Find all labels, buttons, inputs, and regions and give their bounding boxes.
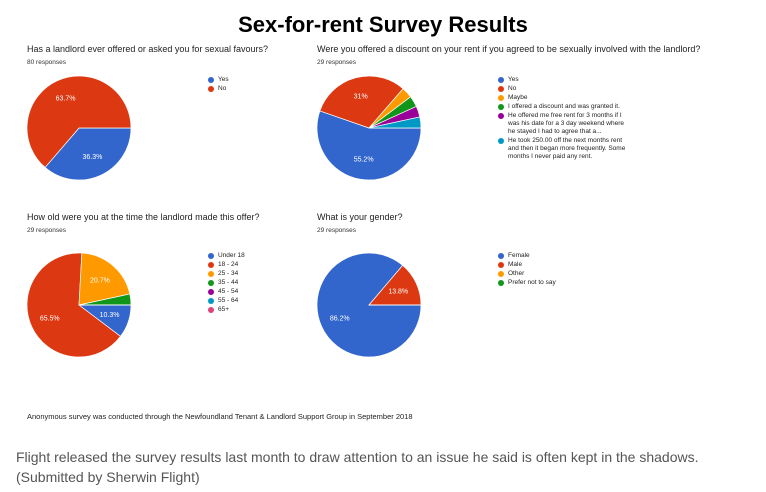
legend-label: No: [508, 85, 517, 92]
legend-label: 55 - 64: [218, 297, 239, 304]
caption: Flight released the survey results last …: [16, 449, 699, 485]
response-count: 80 responses: [27, 59, 67, 66]
legend: Under 18 18 - 24 25 - 34 35 - 44 45 - 54 55 -…: [208, 252, 343, 315]
legend-label: 65+: [218, 306, 230, 313]
legend-item: Maybe: [498, 94, 633, 102]
legend-swatch: [208, 86, 214, 92]
charts: 36.3% 63.7% 55.2% 31% 10.3% 65.5% 20.7% 86.2% 13…: [26, 75, 422, 358]
pie-slice: [26, 75, 132, 168]
legend: Female Male Other Prefer not to say: [498, 252, 633, 288]
legend-label: 18 - 24: [218, 261, 239, 268]
legend-label: 45 - 54: [218, 288, 239, 295]
legend-swatch: [498, 113, 504, 119]
slice-label: 13.8%: [388, 288, 408, 295]
pie-slice: [319, 75, 404, 129]
slice-label: 36.3%: [83, 154, 103, 161]
legend-swatch: [208, 253, 214, 259]
legend-label: He took 250.00 off the next months rent …: [508, 137, 626, 160]
legend-label: 35 - 44: [218, 279, 239, 286]
legend-label: I offered a discount and was granted it.: [508, 103, 620, 110]
legend-label: No: [218, 85, 227, 92]
legend-swatch: [498, 271, 504, 277]
legend-swatch: [208, 77, 214, 83]
legend-swatch: [498, 95, 504, 101]
legend-swatch: [498, 104, 504, 110]
slice-label: 10.3%: [100, 312, 120, 319]
legend-item: 55 - 64: [208, 297, 343, 305]
legend-item: He offered me free rent for 3 months if …: [498, 112, 633, 136]
legend-label: Maybe: [508, 94, 528, 101]
legend-label: Other: [508, 270, 525, 277]
slice-label: 20.7%: [90, 277, 110, 284]
legend-item: No: [498, 85, 633, 93]
legend-item: I offered a discount and was granted it.: [498, 103, 633, 111]
slice-label: 63.7%: [56, 96, 76, 103]
legend-item: Female: [498, 252, 633, 260]
legend-swatch: [208, 298, 214, 304]
question: How old were you at the time the landlor…: [27, 212, 260, 222]
legend-label: Male: [508, 261, 523, 268]
response-count: 29 responses: [317, 227, 357, 234]
response-count: 29 responses: [317, 59, 357, 66]
slice-label: 55.2%: [354, 157, 374, 164]
legend-swatch: [208, 280, 214, 286]
pie-slice: [368, 116, 422, 129]
legend: Yes No: [208, 76, 343, 94]
page-title: Sex-for-rent Survey Results: [238, 12, 528, 37]
legend-item: 35 - 44: [208, 279, 343, 287]
legend-label: He offered me free rent for 3 months if …: [508, 112, 624, 135]
legend-item: Yes: [498, 76, 633, 84]
legend-label: Under 18: [218, 252, 245, 259]
slice-label: 86.2%: [330, 315, 350, 322]
slice-label: 31%: [354, 94, 368, 101]
legend-item: 18 - 24: [208, 261, 343, 269]
legend-label: Female: [508, 252, 530, 259]
slice-label: 65.5%: [40, 315, 60, 322]
legend-item: He took 250.00 off the next months rent …: [498, 137, 633, 161]
legend-item: 25 - 34: [208, 270, 343, 278]
legend-item: No: [208, 85, 343, 93]
question: What is your gender?: [317, 212, 403, 222]
legend-label: Yes: [508, 76, 519, 83]
legend-item: 65+: [208, 306, 343, 314]
response-count: 29 responses: [27, 227, 67, 234]
legend-swatch: [498, 138, 504, 144]
legend-swatch: [208, 271, 214, 277]
legend-item: Yes: [208, 76, 343, 84]
legend: Yes No Maybe I offered a discount and was g…: [498, 76, 633, 162]
pie-slice: [78, 252, 131, 306]
pie-slice: [26, 252, 121, 358]
legend-item: Under 18: [208, 252, 343, 260]
legend-item: Male: [498, 261, 633, 269]
legend-item: Other: [498, 270, 633, 278]
pie-slice: [44, 127, 132, 181]
footnote: Anonymous survey was conducted through t…: [27, 412, 413, 421]
legend-swatch: [498, 280, 504, 286]
legend-label: 25 - 34: [218, 270, 239, 277]
legend-label: Prefer not to say: [508, 279, 556, 286]
question: Were you offered a discount on your rent…: [317, 44, 701, 54]
legend-swatch: [208, 307, 214, 313]
legend-swatch: [498, 77, 504, 83]
legend-label: Yes: [218, 76, 229, 83]
legend-swatch: [498, 86, 504, 92]
legend-swatch: [208, 262, 214, 268]
legend-item: Prefer not to say: [498, 279, 633, 287]
legend-swatch: [498, 253, 504, 259]
legend-swatch: [498, 262, 504, 268]
legend-item: 45 - 54: [208, 288, 343, 296]
question: Has a landlord ever offered or asked you…: [27, 44, 268, 54]
legend-swatch: [208, 289, 214, 295]
